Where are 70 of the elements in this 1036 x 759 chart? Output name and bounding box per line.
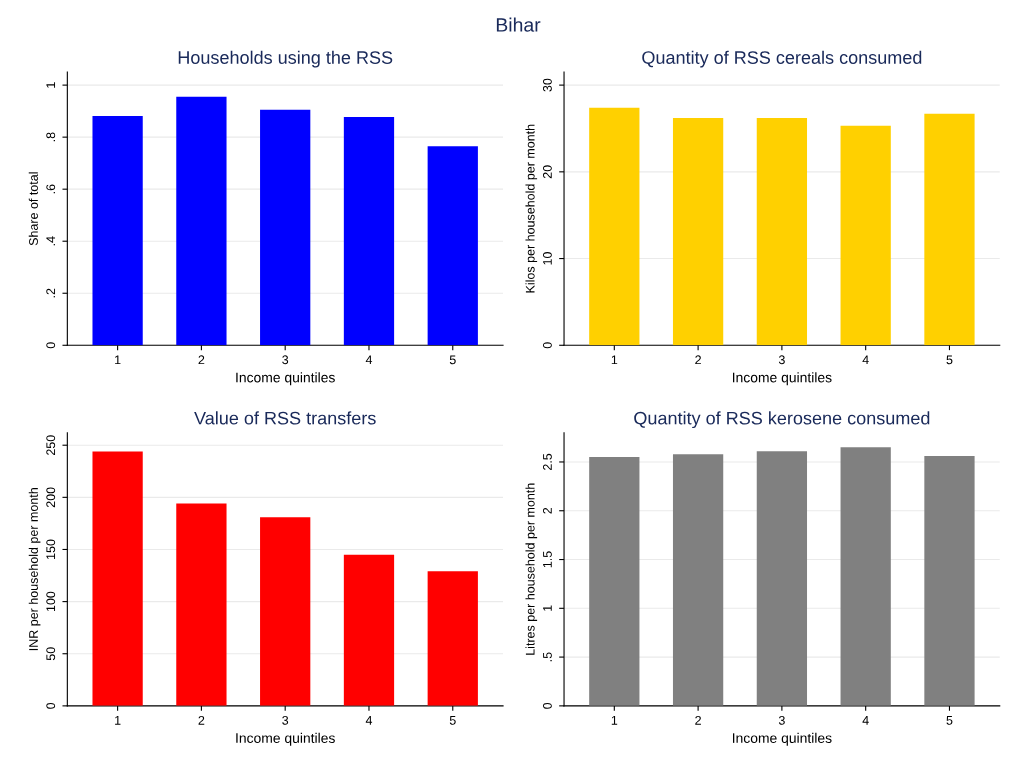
y-tick-label: 1 xyxy=(46,82,56,88)
x-tick-label: 3 xyxy=(778,715,785,725)
y-axis-title: Kilos per household per month xyxy=(525,124,538,293)
x-axis-title: Income quintiles xyxy=(732,732,832,746)
y-tick-label: 0 xyxy=(542,342,552,349)
y-tick-label: 50 xyxy=(46,647,56,661)
y-tick-label: 20 xyxy=(542,165,552,179)
y-tick-label: .6 xyxy=(46,184,56,194)
bar xyxy=(924,113,975,346)
y-tick-label: .2 xyxy=(46,288,56,298)
x-tick-label: 5 xyxy=(946,716,953,725)
x-tick-label: 3 xyxy=(282,355,289,365)
x-tick-label: 4 xyxy=(862,716,869,725)
y-tick-label: 10 xyxy=(542,252,552,265)
bar xyxy=(840,125,891,346)
x-tick-label: 3 xyxy=(282,715,289,725)
bar xyxy=(92,116,143,346)
bar xyxy=(672,118,724,346)
y-axis-title: Litres per household per month xyxy=(525,483,538,655)
chart-title: Households using the RSS xyxy=(178,50,393,68)
bar xyxy=(343,554,395,706)
y-axis-title: INR per household per month xyxy=(28,488,41,651)
x-tick-label: 1 xyxy=(115,355,121,365)
y-tick-label: 1.5 xyxy=(543,551,552,568)
bar xyxy=(92,451,143,706)
y-tick-label: 0 xyxy=(542,702,552,709)
bar xyxy=(756,118,808,346)
x-axis-title: Income quintiles xyxy=(236,372,335,386)
bar xyxy=(343,117,395,346)
x-tick-label: 1 xyxy=(611,355,618,365)
x-tick-label: 5 xyxy=(449,355,456,365)
x-tick-label: 4 xyxy=(365,355,373,365)
y-tick-label: 30 xyxy=(542,78,552,92)
x-tick-label: 2 xyxy=(695,715,701,725)
y-tick-label: 250 xyxy=(46,435,56,456)
bar xyxy=(427,571,478,706)
chart-title: Quantity of RSS cereals consumed xyxy=(642,50,922,68)
bar xyxy=(427,146,478,346)
bar xyxy=(589,107,640,346)
y-tick-label: 0 xyxy=(46,342,56,349)
x-axis-title: Income quintiles xyxy=(732,372,832,386)
x-tick-label: 1 xyxy=(611,716,618,725)
x-tick-label: 5 xyxy=(449,716,456,725)
y-tick-label: 2.5 xyxy=(542,453,552,471)
x-tick-label: 4 xyxy=(365,716,373,725)
bar xyxy=(260,109,311,346)
y-tick-label: .5 xyxy=(543,652,552,662)
y-tick-label: 200 xyxy=(46,487,56,508)
bar xyxy=(176,503,227,706)
x-tick-label: 1 xyxy=(115,716,121,725)
x-tick-label: 2 xyxy=(198,355,205,365)
bar xyxy=(176,96,227,346)
y-tick-label: 1 xyxy=(543,605,552,611)
x-axis-title: Income quintiles xyxy=(236,732,335,746)
x-tick-label: 2 xyxy=(198,715,205,725)
text: Bihar xyxy=(496,17,541,32)
y-tick-label: 100 xyxy=(46,591,56,612)
x-tick-label: 2 xyxy=(695,355,701,365)
y-tick-label: 2 xyxy=(542,507,552,514)
y-tick-label: .4 xyxy=(46,236,56,246)
x-tick-label: 5 xyxy=(946,355,953,365)
y-tick-label: 150 xyxy=(46,539,56,559)
y-tick-label: 0 xyxy=(46,702,56,709)
chart-title: Value of RSS transfers xyxy=(194,411,376,425)
x-tick-label: 3 xyxy=(778,355,785,365)
chart-title: Quantity of RSS kerosene consumed xyxy=(634,411,930,429)
bar xyxy=(260,517,311,706)
y-axis-title: Share of total xyxy=(28,172,38,246)
x-tick-label: 4 xyxy=(862,355,869,365)
y-tick-label: .8 xyxy=(46,132,56,142)
